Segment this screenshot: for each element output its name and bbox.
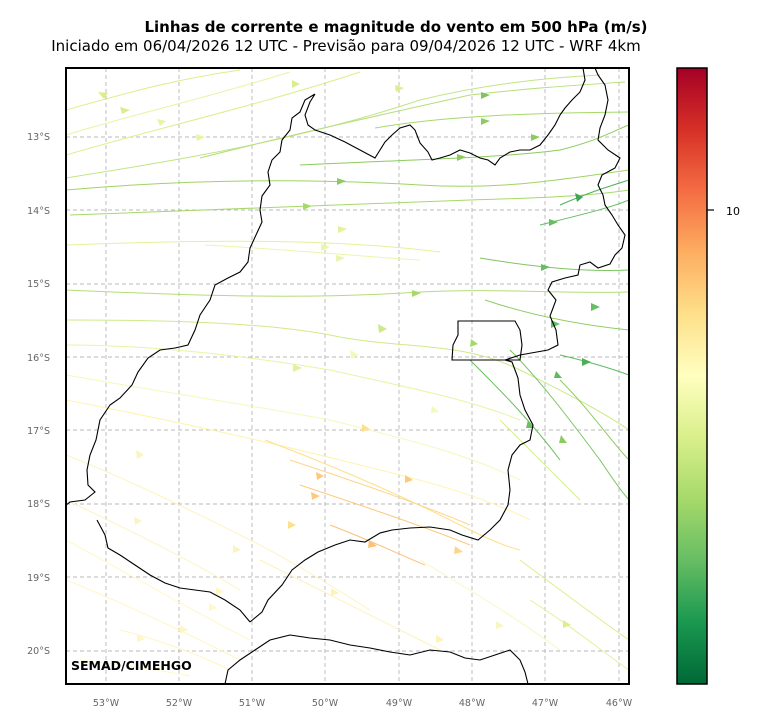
map-frame: [65, 67, 630, 685]
map-subtitle: Iniciado em 06/04/2026 12 UTC - Previsão…: [51, 37, 641, 55]
lat-tick-label: 17°S: [27, 426, 50, 437]
lon-axis: 53°W 52°W 51°W 50°W 49°W 48°W 47°W 46°W: [93, 698, 633, 709]
streamline-arrows: [98, 80, 600, 643]
colorbar: 10: [676, 67, 740, 685]
map-title: Linhas de corrente e magnitude do vento …: [144, 18, 648, 36]
lon-tick-label: 50°W: [312, 698, 339, 709]
lat-axis: 13°S 14°S 15°S 16°S 17°S 18°S 19°S 20°S: [27, 132, 50, 657]
lat-tick-label: 15°S: [27, 279, 50, 290]
lat-tick-label: 13°S: [27, 132, 50, 143]
lon-tick-label: 48°W: [459, 698, 486, 709]
streamlines: [66, 69, 629, 677]
neighbor-boundary: [224, 634, 529, 684]
lon-tick-label: 47°W: [532, 698, 559, 709]
lat-tick-label: 19°S: [27, 573, 50, 584]
lat-tick-label: 14°S: [27, 206, 50, 217]
lon-tick-label: 46°W: [606, 698, 633, 709]
lon-tick-label: 51°W: [239, 698, 266, 709]
lat-tick-label: 20°S: [27, 646, 50, 657]
map-area: [66, 68, 629, 684]
lat-tick-label: 18°S: [27, 499, 50, 510]
lon-tick-label: 53°W: [93, 698, 120, 709]
lat-tick-label: 16°S: [27, 353, 50, 364]
lon-tick-label: 49°W: [386, 698, 413, 709]
state-boundary: [66, 68, 626, 623]
colorbar-tick-label: 10: [726, 205, 740, 218]
credit-label: SEMAD/CIMEHGO: [71, 658, 192, 673]
lon-tick-label: 52°W: [166, 698, 193, 709]
df-boundary: [451, 320, 523, 361]
colorbar-frame: [676, 67, 708, 685]
colorbar-gradient: [677, 68, 707, 684]
